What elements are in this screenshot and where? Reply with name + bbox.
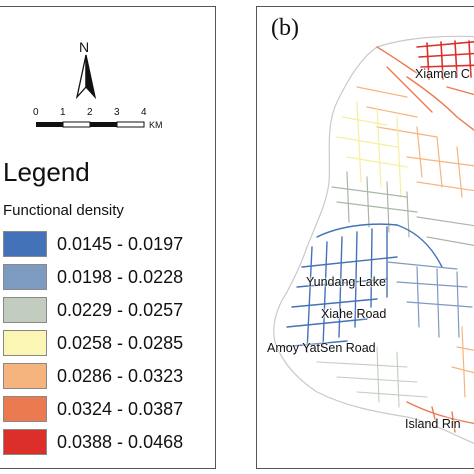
scale-bar-graphic <box>36 121 145 128</box>
north-label: N <box>79 39 90 55</box>
road-network-map <box>273 35 474 444</box>
place-label-xiahe-road: Xiahe Road <box>321 307 387 321</box>
legend-item: 0.0229 - 0.0257 <box>3 297 213 323</box>
legend-item: 0.0388 - 0.0468 <box>3 429 213 455</box>
road-cluster-north-orange <box>376 46 474 131</box>
road-cluster-south-orange <box>406 401 474 433</box>
legend-label: 0.0198 - 0.0228 <box>57 267 184 287</box>
island-outline <box>273 35 474 444</box>
road-cluster-east <box>451 326 474 398</box>
legend-swatch <box>3 363 47 389</box>
place-label-amoy-yatsen-road: Amoy YatSen Road <box>267 341 376 355</box>
legend-item: 0.0198 - 0.0228 <box>3 264 213 290</box>
legend-item: 0.0286 - 0.0323 <box>3 363 213 389</box>
legend-swatch <box>3 330 47 356</box>
place-label-yundang-lake: Yundang Lake <box>306 275 386 289</box>
place-label-xiamen: Xiamen C <box>415 67 470 81</box>
scale-tick-label: 0 <box>33 107 39 118</box>
legend-label: 0.0229 - 0.0257 <box>57 300 184 320</box>
road-cluster-orange-mid <box>356 86 474 198</box>
north-arrow-icon <box>75 54 97 100</box>
legend-label: 0.0145 - 0.0197 <box>57 234 184 254</box>
legend-label: 0.0388 - 0.0468 <box>57 432 184 452</box>
scale-tick-label: 1 <box>60 107 66 118</box>
legend-panel: N 0 1 2 3 4 KM Legend Functional density… <box>0 6 216 469</box>
legend-label: 0.0324 - 0.0387 <box>57 399 184 419</box>
legend-title: Legend <box>3 157 90 187</box>
legend-item: 0.0324 - 0.0387 <box>3 396 213 422</box>
legend-swatch <box>3 297 47 323</box>
legend-item: 0.0258 - 0.0285 <box>3 330 213 356</box>
legend-label: 0.0258 - 0.0285 <box>57 333 184 353</box>
legend-subtitle: Functional density <box>3 202 124 219</box>
scale-tick-label: 3 <box>114 107 120 118</box>
panel-label: (b) <box>271 15 299 41</box>
legend-swatch <box>3 264 47 290</box>
legend-swatch <box>3 231 47 257</box>
road-cluster-blue-light <box>386 261 473 338</box>
legend-item: 0.0145 - 0.0197 <box>3 231 213 257</box>
legend-swatch <box>3 396 47 422</box>
legend-label: 0.0286 - 0.0323 <box>57 366 184 386</box>
legend-swatch <box>3 429 47 455</box>
scale-tick-label: 2 <box>87 107 93 118</box>
place-label-island-ring: Island Rin <box>405 417 461 431</box>
scale-bar: 0 1 2 3 4 KM <box>33 107 185 137</box>
road-cluster-gray <box>331 171 474 247</box>
scale-tick-label: 4 <box>141 107 147 118</box>
map-panel: (b) Xiamen C Yundang Lake Xiahe Road Amo… <box>256 6 474 469</box>
scale-unit: KM <box>149 120 163 130</box>
road-cluster-south <box>316 346 428 408</box>
road-cluster-north <box>416 40 474 80</box>
road-cluster-yellow <box>336 101 408 198</box>
